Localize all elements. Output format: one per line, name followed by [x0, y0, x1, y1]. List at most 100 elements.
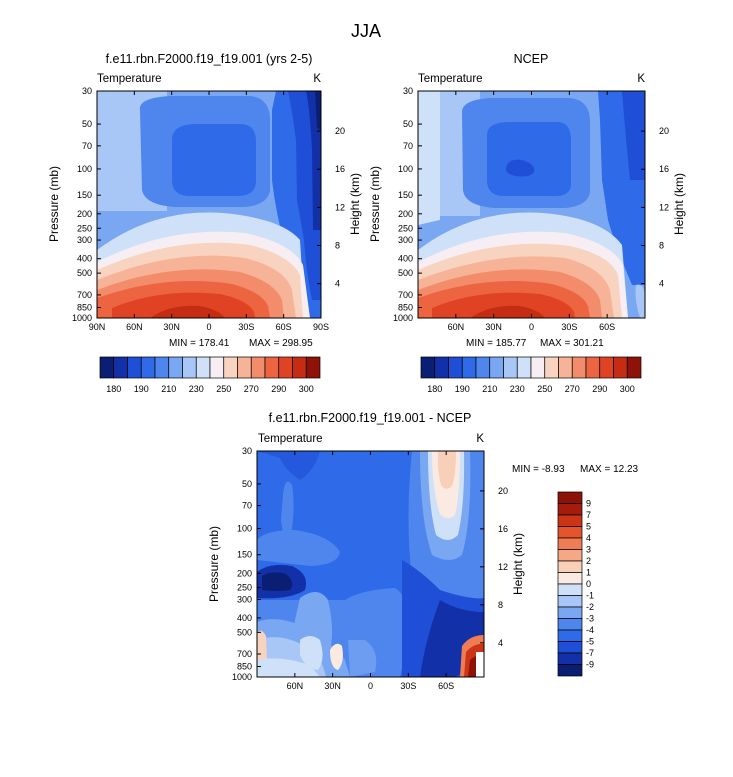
colorbar-swatch	[544, 356, 559, 379]
y-tick-label: 70	[403, 141, 413, 151]
panel-model-title: f.e11.rbn.F2000.f19_f19.001 (yrs 2-5)	[106, 52, 313, 66]
panel-ncep-max: MAX = 301.21	[540, 338, 604, 349]
panel-ncep-variable: Temperature	[418, 73, 483, 85]
x-tick-label: 60S	[599, 322, 615, 332]
colorbar-swatch	[557, 629, 583, 642]
colorbar-label: 270	[565, 384, 580, 394]
x-tick-label: 60N	[126, 322, 143, 332]
colorbar-label: -3	[586, 614, 594, 624]
field-sh-polar-inner	[622, 91, 645, 180]
colorbar-label: -1	[586, 591, 594, 601]
y-tick-label: 700	[398, 290, 413, 300]
panel-ncep-min: MIN = 185.77	[466, 338, 527, 349]
colorbar-label: 290	[271, 384, 286, 394]
colorbar-swatch	[292, 356, 307, 379]
panel-ncep: NCEP Temperature K 60N 30N 0 30S 60S 30 50 70 10…	[368, 52, 686, 394]
x-tick-label: 90N	[89, 322, 106, 332]
colorbar-swatch	[127, 356, 142, 379]
y-tick-label: 30	[403, 86, 413, 96]
colorbar-swatch	[154, 356, 170, 379]
colorbar-swatch	[516, 356, 532, 379]
colorbar-swatch	[613, 356, 628, 379]
colorbar-label: 0	[586, 579, 591, 589]
colorbar-label: 230	[510, 384, 525, 394]
colorbar-label: -9	[586, 660, 594, 670]
x-tick-label: 30S	[561, 322, 577, 332]
colorbar-swatch	[557, 560, 583, 573]
colorbar-swatch	[223, 356, 238, 379]
x-tick-label: 30N	[485, 322, 502, 332]
y2-tick-label: 16	[335, 164, 345, 174]
colorbar-swatch	[557, 664, 583, 677]
y2-tick-label: 8	[659, 241, 664, 251]
colorbar-swatch	[250, 356, 266, 379]
y2-tick-label: 16	[659, 164, 669, 174]
colorbar-swatch	[140, 356, 156, 379]
x-tick-label: 60N	[287, 681, 304, 691]
y2-tick-label: 12	[498, 562, 508, 572]
colorbar-swatch	[557, 491, 583, 504]
y-tick-label: 200	[398, 209, 413, 219]
y-tick-label: 250	[237, 583, 252, 593]
colorbar-label: -4	[586, 625, 594, 635]
colorbar-label: 190	[134, 384, 149, 394]
panel-diff-max: MAX = 12.23	[580, 464, 639, 475]
colorbar-label: 230	[189, 384, 204, 394]
colorbar-swatch	[489, 356, 504, 379]
colorbar-swatch	[503, 356, 518, 379]
colorbar-label: 290	[592, 384, 607, 394]
y-tick-label: 300	[398, 235, 413, 245]
y2-tick-label: 4	[498, 638, 503, 648]
y-tick-label: 50	[82, 119, 92, 129]
panel-diff-units: K	[476, 433, 484, 445]
colorbar-swatch	[420, 356, 436, 379]
x-tick-label: 0	[529, 322, 534, 332]
colorbar-swatch	[557, 514, 583, 527]
y-tick-label: 700	[237, 649, 252, 659]
y-tick-label: 150	[398, 190, 413, 200]
y-tick-label: 300	[77, 235, 92, 245]
colorbar-label: -7	[586, 648, 594, 658]
panel-model-y2label: Height (km)	[348, 173, 362, 235]
y-tick-label: 100	[77, 164, 92, 174]
panel-diff-ylabel: Pressure (mb)	[207, 526, 221, 602]
y-tick-label: 70	[242, 501, 252, 511]
colorbar-swatch	[557, 537, 583, 550]
y-tick-label: 850	[77, 302, 92, 312]
panel-diff: f.e11.rbn.F2000.f19_f19.001 - NCEP Tempe…	[207, 411, 639, 691]
y-tick-label: 150	[77, 190, 92, 200]
colorbar-swatch	[448, 356, 463, 379]
y2-tick-label: 4	[659, 279, 664, 289]
y-tick-label: 100	[398, 164, 413, 174]
panel-diff-min: MIN = -8.93	[512, 464, 565, 475]
colorbar-label: 2	[586, 556, 591, 566]
colorbar-label: 1	[586, 568, 591, 578]
colorbar-label: 250	[216, 384, 231, 394]
y-tick-label: 70	[82, 141, 92, 151]
y-tick-label: 500	[77, 268, 92, 278]
colorbar-swatch	[475, 356, 491, 379]
y-tick-label: 400	[237, 613, 252, 623]
y-tick-label: 30	[82, 86, 92, 96]
panel-model-colorbar: 180 190 210 230 250 270 290 300	[99, 356, 321, 394]
colorbar-swatch	[557, 595, 583, 608]
x-tick-label: 30S	[400, 681, 416, 691]
y-tick-label: 850	[237, 662, 252, 672]
colorbar-label: 3	[586, 545, 591, 555]
colorbar-label: -5	[586, 637, 594, 647]
y-tick-label: 300	[237, 594, 252, 604]
panel-ncep-ylabel: Pressure (mb)	[368, 166, 382, 242]
y-tick-label: 200	[237, 568, 252, 578]
x-tick-label: 0	[206, 322, 211, 332]
panel-model-axes: 90N 60N 30N 0 30S 60S 90S 30 50 70 100 150 200 250 300…	[72, 86, 345, 332]
y2-tick-label: 12	[659, 202, 669, 212]
panel-diff-variable: Temperature	[258, 433, 323, 445]
y-tick-label: 500	[237, 627, 252, 637]
colorbar-swatch	[237, 356, 252, 379]
colorbar-label: -2	[586, 602, 594, 612]
panel-model-max: MAX = 298.95	[249, 338, 313, 349]
colorbar-label: 210	[161, 384, 176, 394]
colorbar-label: 270	[244, 384, 259, 394]
y2-tick-label: 20	[335, 126, 345, 136]
